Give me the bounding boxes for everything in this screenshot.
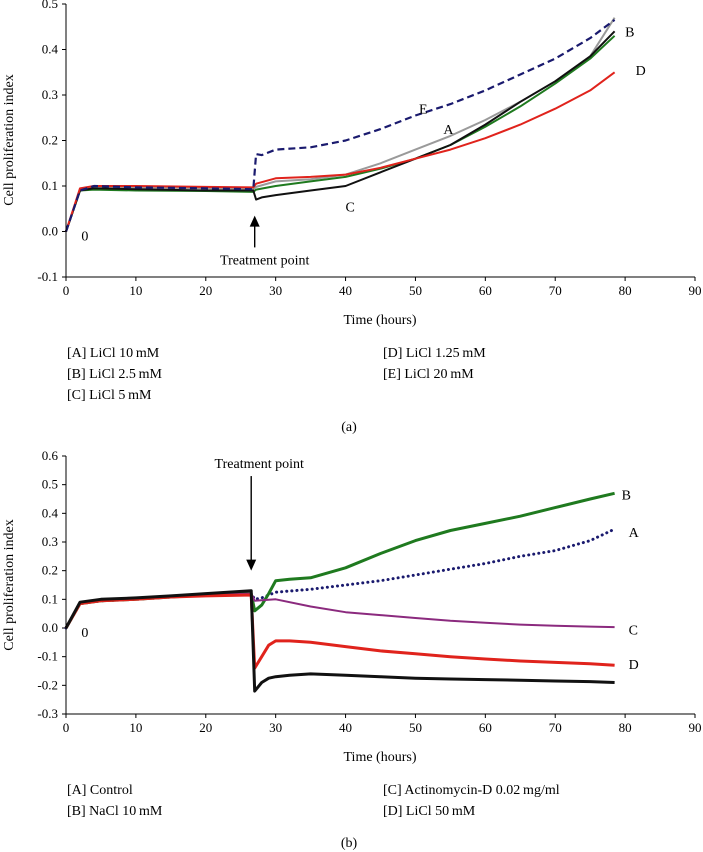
legend-entry-e: [E] LiCl 20 mM [383,367,474,382]
y-tick-label: -0.3 [37,706,58,721]
x-tick-label: 60 [479,283,492,298]
x-axis-label: Time (hours) [344,750,417,765]
y-tick-label: 0.3 [42,87,58,102]
y-tick-label: -0.1 [37,649,58,664]
x-tick-label: 90 [689,283,702,298]
treatment-arrow [246,476,257,571]
x-tick-label: 0 [63,720,70,735]
x-axis-ticks: 0 10 20 30 40 50 60 70 80 90 [63,714,702,735]
series-line-e [64,19,616,232]
x-tick-label: 40 [339,720,352,735]
y-tick-label: 0.2 [42,133,58,148]
series-label-d: D [636,64,646,79]
series-label-e: E [419,103,428,118]
x-tick-label: 50 [409,720,422,735]
panel-b: -0.3 -0.2 -0.1 0.0 0.1 0.2 0.3 0.4 0.5 0.6 0 10 20 3… [2,448,702,851]
legend-entry-d: [D] LiCl 1.25 mM [383,346,486,361]
x-tick-label: 30 [269,283,282,298]
y-axis-label: Cell proliferation index [2,74,17,205]
series-label-a: A [629,526,640,541]
origin-label: 0 [81,626,88,641]
series-line-a [64,527,617,630]
y-tick-label: 0.0 [42,620,58,635]
legend-entry-b: [B] NaCl 10 mM [67,804,163,819]
y-tick-label: 0.5 [42,477,58,492]
treatment-arrow-head [246,559,257,571]
origin-label: 0 [81,230,88,245]
x-axis-label: Time (hours) [344,313,417,328]
series-label-c: C [346,200,355,215]
series-group [64,491,617,693]
y-tick-label: -0.2 [37,677,58,692]
series-label-c: C [629,623,638,638]
series-label-b: B [625,25,634,40]
x-tick-label: 70 [549,283,562,298]
legend-entry-b: [B] LiCl 2.5 mM [67,367,163,382]
panel-label-b: (b) [341,836,358,851]
x-tick-label: 90 [689,720,702,735]
x-tick-label: 30 [269,720,282,735]
treatment-arrow-head [249,215,260,227]
series-line-d [64,593,615,670]
treatment-point-label: Treatment point [215,457,304,472]
series-line-b [64,491,615,629]
series-label-d: D [629,658,639,673]
series-line-black [64,589,615,693]
series-labels: A B C D E [346,25,646,215]
x-tick-label: 50 [409,283,422,298]
x-tick-label: 70 [549,720,562,735]
legend-entry-c: [C] LiCl 5 mM [67,388,152,403]
y-tick-label: 0.4 [42,505,59,520]
series-line-b [65,35,616,232]
x-tick-label: 80 [619,283,632,298]
x-axis-ticks: 0 10 20 30 40 50 60 70 80 90 [63,277,702,298]
y-axis-label: Cell proliferation index [2,519,17,650]
x-tick-label: 60 [479,720,492,735]
series-group [64,17,616,232]
x-tick-label: 10 [129,283,142,298]
x-tick-label: 20 [199,283,212,298]
treatment-point-label: Treatment point [220,253,309,268]
y-tick-label: 0.1 [42,591,58,606]
legend-entry-a: [A] LiCl 10 mM [67,346,160,361]
series-line-a [65,17,616,232]
series-labels: A B C D [622,489,640,673]
y-tick-label: 0.3 [42,534,58,549]
y-tick-label: 0.4 [42,42,59,57]
x-tick-label: 80 [619,720,632,735]
y-tick-label: 0.1 [42,178,58,193]
x-tick-label: 10 [129,720,142,735]
y-tick-label: 0.5 [42,0,58,11]
y-axis-ticks: -0.1 0.0 0.1 0.2 0.3 0.4 0.5 [37,0,66,284]
x-tick-label: 20 [199,720,212,735]
legend-entry-d: [D] LiCl 50 mM [383,804,476,819]
series-label-a: A [443,123,454,138]
panel-a: -0.1 0.0 0.1 0.2 0.3 0.4 0.5 0 10 20 30 40 50 60 70 80… [2,0,702,435]
y-tick-label: -0.1 [37,269,58,284]
x-tick-label: 40 [339,283,352,298]
legend-entry-a: [A] Control [67,783,133,798]
y-tick-label: 0.0 [42,224,58,239]
legend-entry-c: [C] Actinomycin-D 0.02 mg/ml [383,783,560,798]
panel-label-a: (a) [341,420,357,435]
y-tick-label: 0.6 [42,448,59,463]
y-tick-label: 0.2 [42,563,58,578]
series-line-d [65,71,616,232]
y-axis-ticks: -0.3 -0.2 -0.1 0.0 0.1 0.2 0.3 0.4 0.5 0.6 [37,448,66,721]
series-label-b: B [622,489,631,504]
treatment-arrow [249,215,260,248]
series-line-c [65,30,616,232]
x-tick-label: 0 [63,283,70,298]
